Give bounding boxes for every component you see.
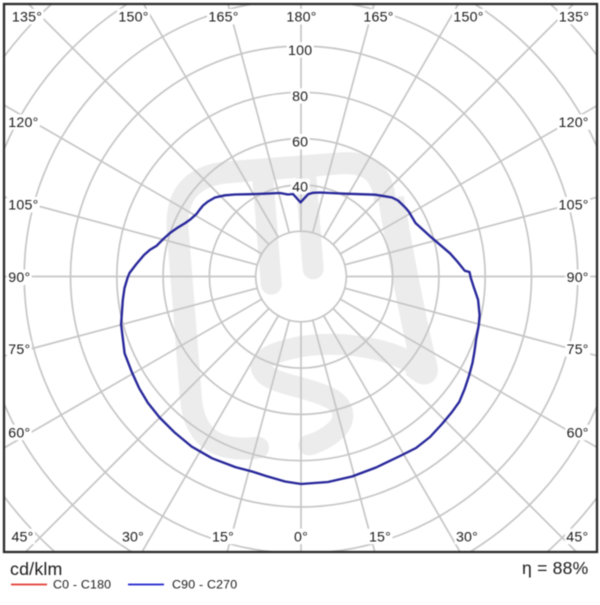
svg-text:180°: 180° bbox=[286, 10, 316, 26]
svg-text:cd/klm: cd/klm bbox=[10, 559, 63, 579]
svg-text:15°: 15° bbox=[369, 529, 391, 545]
svg-text:120°: 120° bbox=[8, 115, 38, 131]
svg-text:60°: 60° bbox=[567, 425, 589, 441]
svg-text:165°: 165° bbox=[363, 10, 393, 26]
svg-text:0°: 0° bbox=[294, 529, 308, 545]
svg-text:30°: 30° bbox=[122, 529, 144, 545]
svg-text:100: 100 bbox=[288, 43, 312, 59]
svg-text:90°: 90° bbox=[8, 270, 30, 286]
svg-text:45°: 45° bbox=[11, 529, 33, 545]
svg-text:45°: 45° bbox=[566, 529, 588, 545]
svg-text:150°: 150° bbox=[118, 10, 148, 26]
svg-text:135°: 135° bbox=[559, 10, 589, 26]
svg-text:80: 80 bbox=[292, 89, 308, 105]
svg-text:C0 - C180: C0 - C180 bbox=[53, 578, 111, 592]
svg-text:90°: 90° bbox=[567, 270, 589, 286]
svg-text:60: 60 bbox=[292, 134, 308, 150]
svg-text:165°: 165° bbox=[208, 10, 238, 26]
svg-text:135°: 135° bbox=[12, 10, 42, 26]
svg-text:C90 - C270: C90 - C270 bbox=[172, 578, 237, 592]
svg-text:η = 88%: η = 88% bbox=[522, 558, 589, 578]
svg-text:105°: 105° bbox=[559, 198, 589, 214]
svg-text:150°: 150° bbox=[453, 10, 483, 26]
svg-text:75°: 75° bbox=[8, 342, 30, 358]
svg-text:60°: 60° bbox=[8, 425, 30, 441]
svg-text:105°: 105° bbox=[8, 198, 38, 214]
svg-text:30°: 30° bbox=[456, 529, 478, 545]
svg-text:120°: 120° bbox=[559, 115, 589, 131]
svg-text:40: 40 bbox=[292, 179, 308, 195]
svg-text:15°: 15° bbox=[212, 529, 234, 545]
svg-text:75°: 75° bbox=[567, 342, 589, 358]
